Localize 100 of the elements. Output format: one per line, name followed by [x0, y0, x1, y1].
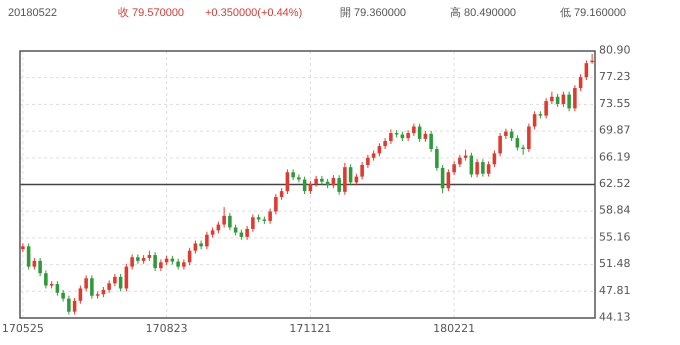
- candlestick: [286, 168, 290, 195]
- candlestick: [378, 142, 382, 157]
- candlestick: [424, 130, 428, 142]
- candlestick: [159, 258, 163, 272]
- candlestick: [67, 295, 71, 316]
- candlestick: [400, 131, 404, 142]
- candlestick: [366, 154, 370, 168]
- candlestick: [314, 175, 318, 188]
- candlestick: [78, 285, 82, 304]
- y-tick-label: 66.19: [599, 150, 630, 164]
- candlestick: [216, 221, 220, 234]
- candlestick: [544, 98, 548, 120]
- candlestick: [452, 160, 456, 176]
- candlestick: [308, 180, 312, 195]
- candlestick: [118, 273, 122, 292]
- candlestick: [222, 206, 226, 228]
- candlestick: [446, 168, 450, 192]
- candlestick: [492, 150, 496, 168]
- candlestick: [429, 130, 433, 152]
- candlestick: [360, 162, 364, 180]
- candlestick: [556, 93, 560, 108]
- candlestick: [130, 254, 134, 270]
- candlestick: [291, 168, 295, 181]
- candlestick: [72, 297, 76, 316]
- candlestick: [38, 257, 42, 277]
- candlestick: [32, 257, 36, 270]
- y-tick-label: 47.81: [599, 284, 630, 297]
- candlestick: [188, 247, 192, 266]
- candlestick: [458, 154, 462, 168]
- candlestick: [498, 132, 502, 157]
- y-tick-label: 69.87: [599, 124, 630, 137]
- y-tick-label: 77.23: [599, 70, 630, 84]
- y-tick-label: 51.48: [599, 257, 630, 270]
- candlestick: [280, 188, 284, 200]
- text: 高 80.490000: [450, 6, 516, 19]
- candlestick: [84, 274, 88, 292]
- text: 開 79.360000: [340, 7, 406, 19]
- x-tick-label: 170525: [2, 322, 44, 335]
- y-tick-label: 55.16: [599, 230, 630, 244]
- x-tick-label: 180221: [433, 322, 476, 335]
- candlestick: [590, 53, 594, 64]
- candlestick: [516, 134, 520, 151]
- candlestick: [337, 174, 341, 196]
- candlestick: [234, 224, 238, 236]
- candlestick: [354, 173, 358, 186]
- candlestick: [475, 158, 479, 178]
- y-tick-label: 58.84: [599, 204, 630, 217]
- candlestick: [164, 255, 168, 266]
- candlestick: [578, 74, 582, 92]
- candlestick: [136, 254, 140, 264]
- y-tick-label: 73.55: [599, 96, 630, 110]
- candlestick: [176, 258, 180, 270]
- candlestick: [464, 149, 468, 162]
- candlestick: [251, 214, 255, 232]
- candlestick: [486, 160, 490, 178]
- chart-title: 20180522: [8, 7, 57, 19]
- candlestick: [573, 84, 577, 112]
- candlestick: [550, 91, 554, 105]
- y-tick-label: 44.13: [599, 310, 630, 324]
- candlestick: [90, 274, 94, 300]
- candlestick: [228, 212, 232, 231]
- candlestick: [205, 231, 209, 250]
- candlestick: [274, 194, 278, 215]
- candlestick: [56, 280, 60, 296]
- y-tick-label: 80.90: [599, 44, 630, 56]
- candlestick: [268, 208, 272, 224]
- candlestick: [61, 289, 65, 302]
- candlestick: [194, 240, 198, 254]
- candlestick: [348, 164, 352, 186]
- candlestick: [182, 258, 186, 270]
- candlestick: [153, 252, 157, 272]
- candlestick: [440, 164, 444, 194]
- candlestick: [302, 176, 306, 195]
- y-tick-label: 62.52: [599, 176, 630, 190]
- candlestick: [383, 138, 387, 150]
- candlestick: [240, 229, 244, 240]
- candlestick: [148, 250, 152, 262]
- candlestick: [584, 60, 588, 81]
- text: 低 79.160000: [560, 7, 626, 19]
- candlestick: [245, 226, 249, 240]
- candlestick: [435, 146, 439, 172]
- candlestick: [510, 128, 514, 142]
- candlestick: [567, 91, 571, 112]
- candlestick: [102, 286, 106, 298]
- candlestick: [527, 123, 531, 152]
- candlestick: [521, 144, 525, 156]
- candlestick: [372, 150, 376, 162]
- candlestick: [326, 178, 330, 189]
- candlestick: [412, 123, 416, 136]
- candlestick: [481, 158, 485, 178]
- candlestick: [389, 128, 393, 144]
- x-tick-label: 171121: [289, 322, 332, 335]
- candlestick: [332, 174, 336, 189]
- candlestick: [44, 270, 48, 289]
- candlestick: [504, 128, 508, 140]
- candlestick: [418, 123, 422, 142]
- candlestick: [107, 280, 111, 294]
- candlestick: [26, 242, 30, 270]
- text: 收 79.570000: [118, 7, 184, 19]
- candlestick: [210, 226, 214, 238]
